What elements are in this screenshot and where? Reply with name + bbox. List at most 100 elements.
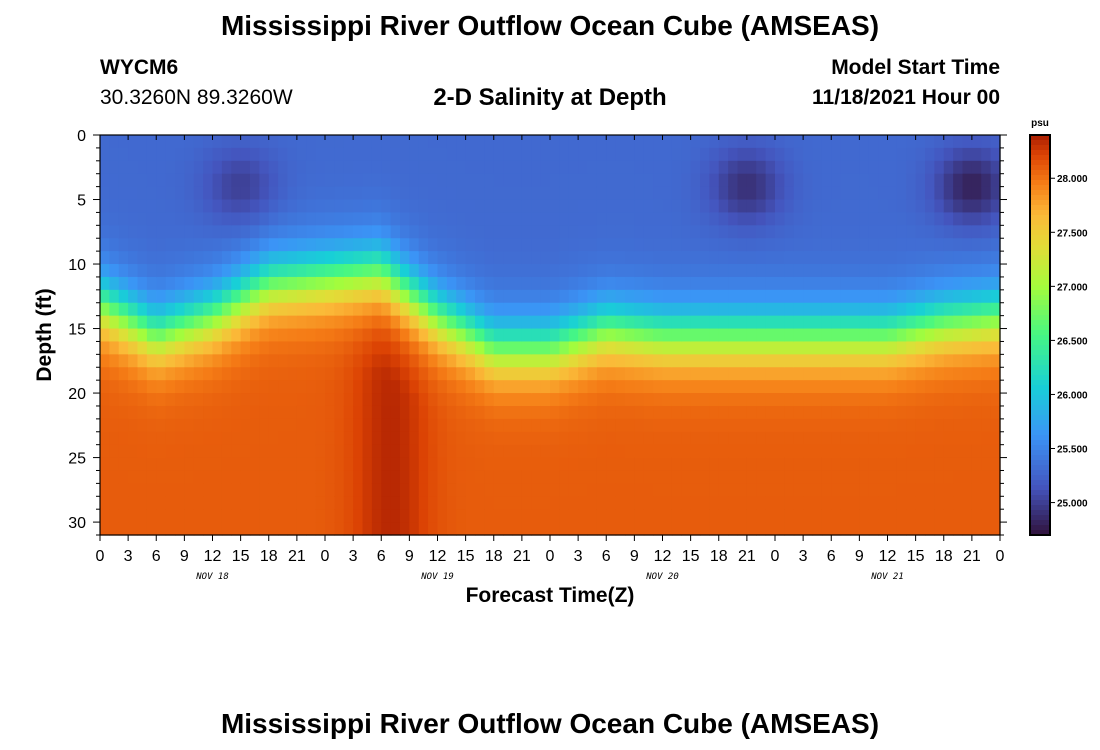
- heatmap-cell: [175, 444, 185, 459]
- heatmap-cell: [596, 444, 607, 459]
- heatmap-cell: [784, 457, 795, 472]
- heatmap-cell: [531, 522, 542, 536]
- heatmap-cell: [943, 393, 954, 407]
- heatmap-cell: [409, 225, 420, 239]
- heatmap-cell: [587, 238, 598, 252]
- heatmap-cell: [831, 418, 842, 433]
- heatmap-cell: [231, 173, 242, 188]
- colorbar-swatch: [1030, 500, 1050, 506]
- heatmap-cell: [287, 341, 298, 355]
- heatmap-cell: [878, 289, 889, 304]
- heatmap-cell: [203, 483, 214, 497]
- heatmap-cell: [775, 135, 785, 149]
- heatmap-cell: [896, 160, 907, 175]
- heatmap-cell: [437, 509, 448, 523]
- colorbar-swatch: [1030, 330, 1050, 336]
- heatmap-cell: [390, 225, 401, 239]
- heatmap-cell: [325, 418, 335, 433]
- colorbar-swatch: [1030, 155, 1050, 161]
- heatmap-cell: [175, 354, 185, 368]
- heatmap-cell: [962, 483, 973, 497]
- heatmap-cell: [296, 496, 307, 510]
- heatmap-cell: [775, 341, 785, 355]
- heatmap-cell: [971, 496, 982, 510]
- heatmap-cell: [418, 264, 429, 278]
- heatmap-cell: [371, 444, 382, 459]
- heatmap-cell: [259, 328, 270, 343]
- heatmap-cell: [850, 160, 860, 175]
- heatmap-cell: [878, 173, 889, 188]
- heatmap-cell: [109, 212, 120, 226]
- heatmap-cell: [981, 160, 992, 175]
- heatmap-cell: [212, 302, 223, 317]
- heatmap-cell: [587, 380, 598, 394]
- heatmap-cell: [728, 147, 739, 162]
- heatmap-cell: [831, 509, 842, 523]
- heatmap-cell: [100, 522, 110, 536]
- heatmap-cell: [953, 147, 964, 162]
- heatmap-cell: [184, 341, 195, 355]
- x-tick-label: 15: [457, 548, 475, 565]
- heatmap-cell: [962, 341, 973, 355]
- heatmap-cell: [925, 393, 935, 407]
- heatmap-cell: [765, 367, 776, 381]
- heatmap-cell: [221, 496, 232, 510]
- heatmap-cell: [250, 483, 260, 497]
- heatmap-cell: [671, 276, 682, 291]
- heatmap-cell: [775, 147, 785, 162]
- heatmap-cell: [250, 328, 260, 343]
- x-tick-label: 0: [96, 548, 105, 565]
- heatmap-cell: [962, 405, 973, 420]
- heatmap-cell: [971, 380, 982, 394]
- heatmap-cell: [587, 135, 598, 149]
- heatmap-cell: [353, 315, 364, 330]
- heatmap-cell: [193, 328, 204, 343]
- heatmap-cell: [400, 341, 410, 355]
- heatmap-cell: [353, 199, 364, 214]
- heatmap-cell: [559, 522, 570, 536]
- heatmap-cell: [625, 160, 635, 175]
- heatmap-cell: [953, 444, 964, 459]
- heatmap-cell: [840, 522, 851, 536]
- heatmap-cell: [475, 444, 485, 459]
- heatmap-cell: [737, 264, 748, 278]
- heatmap-cell: [662, 173, 673, 188]
- heatmap-cell: [906, 186, 917, 201]
- heatmap-cell: [840, 276, 851, 291]
- heatmap-cell: [887, 173, 898, 188]
- heatmap-cell: [821, 393, 832, 407]
- heatmap-cell: [484, 522, 495, 536]
- heatmap-cell: [343, 418, 354, 433]
- heatmap-cell: [259, 444, 270, 459]
- heatmap-cell: [896, 496, 907, 510]
- heatmap-cell: [268, 418, 279, 433]
- heatmap-cell: [559, 444, 570, 459]
- heatmap-cell: [887, 251, 898, 265]
- heatmap-cell: [259, 405, 270, 420]
- heatmap-cell: [568, 135, 579, 149]
- heatmap-cell: [606, 315, 617, 330]
- heatmap-cell: [315, 289, 326, 304]
- heatmap-cell: [240, 509, 251, 523]
- heatmap-cell: [315, 380, 326, 394]
- heatmap-cell: [550, 444, 560, 459]
- heatmap-cell: [493, 238, 504, 252]
- heatmap-cell: [221, 444, 232, 459]
- heatmap-cell: [390, 393, 401, 407]
- heatmap-cell: [325, 276, 335, 291]
- heatmap-cell: [953, 264, 964, 278]
- heatmap-cell: [803, 483, 814, 497]
- heatmap-cell: [418, 354, 429, 368]
- heatmap-cell: [812, 212, 823, 226]
- heatmap-cell: [221, 483, 232, 497]
- heatmap-cell: [568, 199, 579, 214]
- heatmap-cell: [896, 522, 907, 536]
- heatmap-cell: [259, 289, 270, 304]
- heatmap-cell: [128, 264, 139, 278]
- heatmap-cell: [503, 289, 514, 304]
- heatmap-cell: [371, 431, 382, 446]
- heatmap-cell: [493, 431, 504, 446]
- heatmap-cell: [906, 393, 917, 407]
- heatmap-cell: [953, 199, 964, 214]
- heatmap-cell: [193, 341, 204, 355]
